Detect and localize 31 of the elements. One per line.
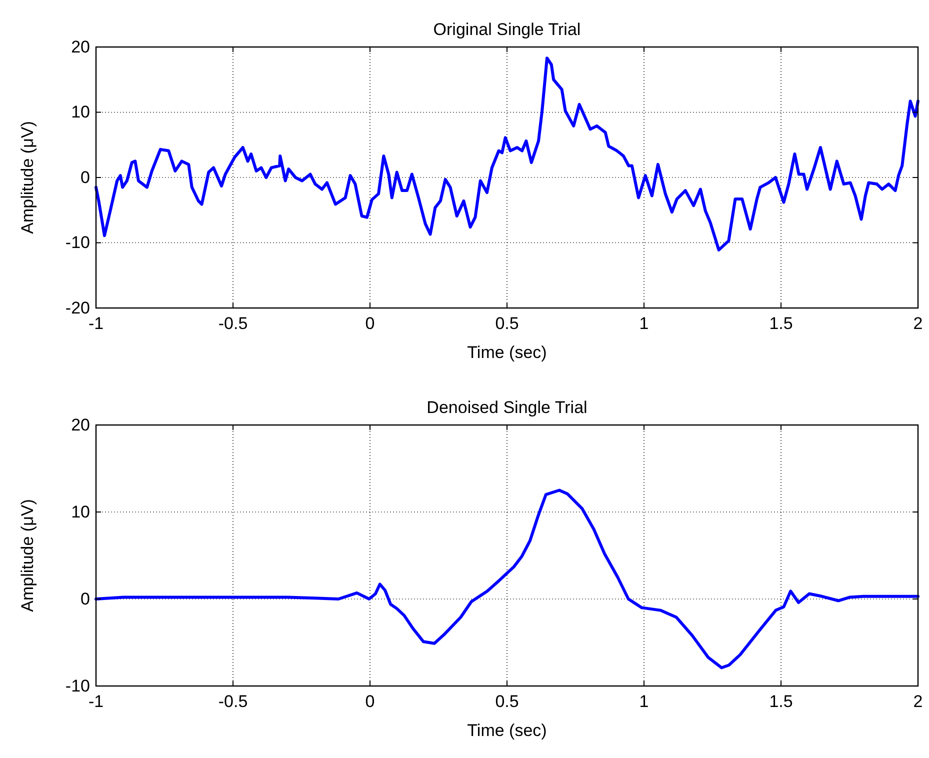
x-tick-label: -0.5	[218, 314, 248, 334]
chart-title: Original Single Trial	[433, 20, 581, 39]
y-tick-label: 0	[80, 168, 90, 187]
x-tick-label: 0	[365, 314, 375, 334]
x-tick-label: 0	[365, 692, 375, 712]
x-tick-label: 0.5	[495, 314, 519, 334]
y-tick-label: 20	[71, 415, 90, 434]
x-tick-label: -0.5	[218, 692, 248, 712]
y-tick-label: -10	[65, 676, 90, 696]
chart-title: Denoised Single Trial	[426, 398, 588, 417]
y-tick-label: -20	[65, 298, 90, 318]
x-tick-label: 1	[639, 692, 649, 712]
y-tick-label: 10	[71, 502, 90, 522]
x-tick-label: 0.5	[495, 692, 519, 712]
x-tick-label: -1	[88, 314, 104, 334]
x-tick-label: 1	[639, 314, 649, 334]
y-tick-label: 20	[71, 37, 90, 56]
x-axis-title: Time (sec)	[467, 721, 547, 740]
y-axis-title: Amplitude (μV)	[18, 499, 37, 612]
x-tick-label: 1.5	[769, 692, 793, 712]
x-tick-label: 2	[913, 314, 923, 334]
x-tick-label: -1	[88, 692, 104, 712]
line-series	[94, 488, 920, 670]
y-tick-label: 10	[71, 102, 90, 122]
y-tick-label: 0	[80, 589, 90, 608]
y-tick-label: -10	[65, 233, 90, 252]
y-axis-title: Amplitude (μV)	[18, 121, 37, 234]
x-axis-title: Time (sec)	[467, 343, 547, 362]
x-tick-label: 1.5	[769, 314, 793, 334]
line-series	[94, 56, 920, 252]
x-tick-label: 2	[913, 692, 923, 712]
